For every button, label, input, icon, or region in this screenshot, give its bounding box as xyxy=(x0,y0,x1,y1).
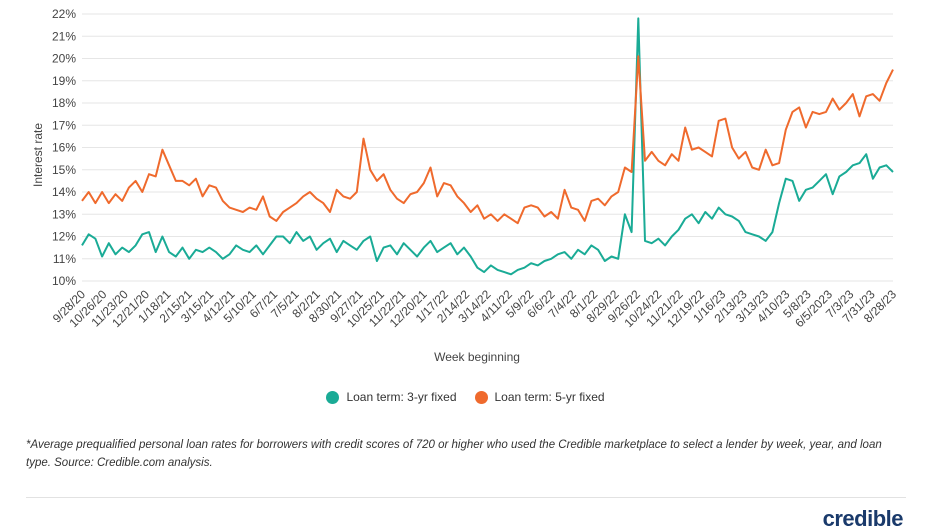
y-tick-labels: 10% 11% 12% 13% 14% 15% 16% 17% 18% 19% 20% 21% 22% xyxy=(52,7,76,288)
legend-label-5yr: Loan term: 5-yr fixed xyxy=(494,390,605,404)
x-tick-labels: 9/28/2010/26/2011/23/2012/21/201/18/212/… xyxy=(50,287,899,330)
y-axis-title: Interest rate xyxy=(31,123,45,187)
legend-label-3yr: Loan term: 3-yr fixed xyxy=(346,390,457,404)
legend-item-3yr[interactable]: Loan term: 3-yr fixed xyxy=(326,390,457,404)
y-tick-label: 10% xyxy=(52,274,76,288)
legend-swatch-3yr xyxy=(326,390,340,404)
y-tick-label: 19% xyxy=(52,74,76,88)
divider xyxy=(26,497,906,498)
y-tick-label: 14% xyxy=(52,185,76,199)
legend-item-5yr[interactable]: Loan term: 5-yr fixed xyxy=(474,390,605,404)
y-tick-label: 13% xyxy=(52,207,76,221)
legend-swatch-5yr xyxy=(474,390,488,404)
y-tick-label: 15% xyxy=(52,163,76,177)
y-tick-label: 22% xyxy=(52,7,76,21)
y-tick-label: 17% xyxy=(52,118,76,132)
y-tick-label: 18% xyxy=(52,96,76,110)
y-tick-label: 16% xyxy=(52,141,76,155)
series-line-5yr xyxy=(81,55,894,225)
footnote: *Average prequalified personal loan rate… xyxy=(26,439,882,469)
credible-logo: credible xyxy=(822,506,904,531)
y-tick-label: 21% xyxy=(52,29,76,43)
y-tick-label: 20% xyxy=(52,52,76,66)
y-tick-label: 12% xyxy=(52,230,76,244)
line-chart: 10%11%12%13%14%15%16%17%18%19%20%21%22% … xyxy=(31,7,899,364)
y-tick-label: 11% xyxy=(53,252,76,266)
legend: Loan term: 3-yr fixed Loan term: 5-yr fi… xyxy=(0,390,931,404)
x-axis-title: Week beginning xyxy=(434,350,520,364)
series-line-3yr xyxy=(81,17,894,276)
gridlines xyxy=(82,13,893,282)
series-lines xyxy=(81,17,894,276)
